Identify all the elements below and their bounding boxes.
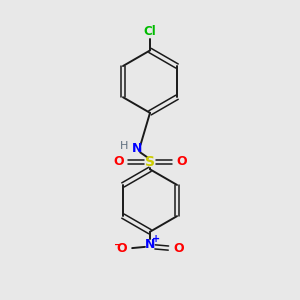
Text: O: O: [116, 242, 127, 255]
Text: O: O: [176, 155, 187, 168]
Text: O: O: [113, 155, 124, 168]
Text: N: N: [145, 238, 155, 251]
Text: O: O: [173, 242, 184, 255]
Text: +: +: [152, 234, 160, 244]
Text: −: −: [114, 239, 122, 250]
Text: H: H: [120, 141, 128, 151]
Text: N: N: [131, 142, 142, 155]
Text: Cl: Cl: [144, 25, 156, 38]
Text: S: S: [145, 155, 155, 169]
